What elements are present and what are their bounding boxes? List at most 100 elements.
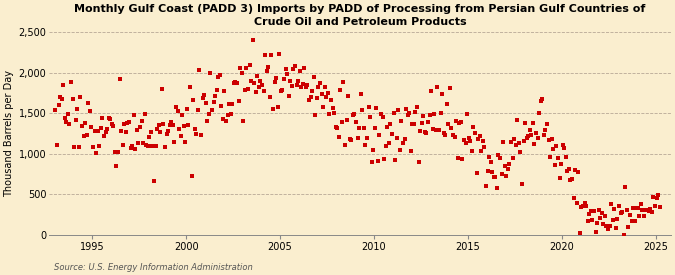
Point (325, 98, 336, 102)
Point (119, 122, 130, 127)
Point (190, 126, 200, 131)
Point (374, 133, 385, 137)
Point (401, 107, 412, 112)
Point (158, 121, 169, 126)
Point (393, 107, 404, 112)
Point (142, 144, 153, 148)
Point (379, 156, 389, 161)
Point (506, 139, 516, 144)
Point (387, 132, 398, 136)
Point (261, 69, 272, 73)
Point (272, 105, 283, 109)
Point (637, 208, 648, 213)
Point (114, 77, 125, 81)
Point (654, 204, 665, 209)
Point (521, 135, 532, 140)
Point (546, 137, 557, 142)
Point (628, 206, 639, 210)
Point (217, 117, 228, 122)
Point (250, 90, 261, 94)
Point (161, 131, 172, 136)
Point (324, 112, 335, 116)
Point (369, 126, 380, 131)
Point (620, 184, 630, 189)
Point (617, 210, 628, 214)
Point (274, 51, 285, 56)
Point (286, 83, 297, 88)
Point (576, 205, 587, 210)
Point (623, 225, 634, 229)
Point (565, 177, 576, 182)
Point (346, 137, 356, 142)
Point (236, 71, 247, 76)
Point (463, 135, 474, 140)
Point (527, 121, 538, 125)
Point (298, 82, 308, 87)
Point (124, 120, 134, 124)
Point (598, 222, 609, 227)
Point (406, 148, 416, 153)
Point (53, 103, 64, 108)
Point (242, 87, 253, 91)
Point (357, 108, 368, 112)
Point (302, 82, 313, 87)
Point (56, 97, 67, 101)
Point (549, 163, 560, 167)
Point (107, 122, 117, 127)
Point (404, 111, 414, 116)
Point (485, 160, 496, 164)
Point (553, 156, 564, 160)
Point (496, 172, 507, 176)
Point (435, 111, 446, 116)
Point (560, 155, 571, 160)
Point (604, 224, 615, 229)
Point (510, 143, 521, 147)
Point (192, 108, 203, 112)
Point (354, 126, 364, 130)
Point (321, 95, 331, 99)
Point (608, 218, 618, 222)
Point (327, 106, 338, 111)
Point (514, 141, 524, 145)
Point (556, 161, 566, 166)
Point (58, 83, 69, 88)
Point (338, 79, 349, 84)
Point (487, 170, 497, 174)
Point (355, 92, 366, 96)
Point (424, 113, 435, 117)
Point (482, 169, 493, 174)
Point (352, 136, 363, 140)
Point (456, 120, 466, 124)
Point (188, 98, 198, 103)
Point (419, 130, 430, 134)
Point (155, 130, 165, 134)
Point (72, 107, 83, 111)
Point (228, 81, 239, 86)
Point (529, 142, 540, 147)
Point (615, 211, 626, 215)
Point (636, 202, 647, 207)
Point (622, 208, 632, 212)
Point (612, 217, 623, 221)
Point (493, 153, 504, 158)
Point (304, 98, 315, 103)
Point (266, 53, 277, 57)
Point (489, 175, 500, 180)
Point (167, 123, 178, 127)
Point (532, 136, 543, 140)
Point (92, 129, 103, 133)
Point (389, 158, 400, 162)
Point (537, 97, 547, 102)
Point (279, 76, 290, 81)
Point (643, 208, 654, 213)
Point (398, 141, 408, 145)
Point (61, 120, 72, 125)
Point (344, 137, 355, 141)
Point (548, 147, 559, 152)
Point (84, 109, 95, 114)
Point (597, 211, 608, 215)
Point (125, 146, 136, 150)
Point (540, 128, 551, 132)
Point (433, 128, 444, 132)
Point (399, 136, 410, 141)
